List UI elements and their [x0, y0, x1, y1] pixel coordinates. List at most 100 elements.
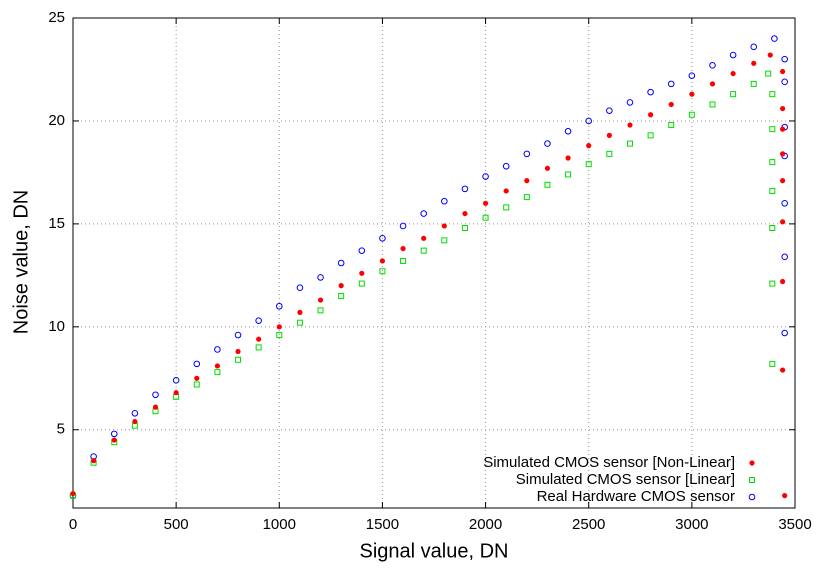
point: [70, 490, 76, 497]
point: [379, 258, 386, 264]
y-tick-label: 25: [48, 9, 65, 26]
point: [503, 204, 510, 211]
point: [765, 70, 772, 77]
x-tick-label: 3000: [675, 516, 708, 533]
x-tick-label: 1000: [263, 516, 296, 533]
point: [523, 194, 530, 201]
point: [482, 214, 489, 221]
point: [358, 280, 365, 287]
point: [750, 80, 757, 87]
point: [400, 257, 407, 264]
point: [420, 210, 427, 217]
point: [379, 268, 386, 275]
point: [359, 270, 365, 276]
legend-marker: [748, 493, 756, 501]
x-tick-label: 0: [69, 516, 77, 533]
point: [152, 404, 159, 410]
point: [379, 234, 386, 242]
legend-marker: [749, 477, 755, 483]
point: [782, 493, 788, 499]
point: [110, 430, 118, 438]
point: [668, 101, 674, 108]
point: [441, 237, 448, 244]
point: [132, 418, 138, 425]
point: [544, 181, 551, 188]
point: [276, 324, 282, 330]
point: [780, 219, 786, 225]
y-tick-label: 15: [48, 215, 65, 232]
x-tick-label: 1500: [366, 516, 399, 533]
point: [524, 178, 530, 184]
point: [781, 199, 788, 207]
point: [606, 150, 613, 157]
point: [565, 155, 571, 161]
y-axis-label: Noise value, DN: [10, 190, 32, 335]
x-tick-label: 2000: [469, 516, 502, 533]
point: [586, 143, 592, 149]
point: [193, 381, 200, 388]
point: [780, 178, 786, 184]
point: [482, 200, 489, 206]
point: [780, 278, 786, 285]
point: [214, 363, 220, 369]
legend-marker: [749, 460, 755, 466]
y-tick-label: 5: [57, 421, 65, 438]
point: [523, 150, 531, 158]
point: [338, 283, 344, 289]
point: [781, 55, 788, 63]
point: [769, 159, 776, 166]
point: [111, 437, 117, 443]
point: [781, 253, 788, 261]
point: [626, 99, 634, 106]
point: [235, 356, 242, 363]
point: [91, 458, 97, 464]
point: [606, 132, 612, 138]
point: [502, 162, 510, 170]
point: [730, 70, 736, 77]
x-tick-label: 3500: [778, 516, 811, 533]
point: [255, 344, 262, 351]
point: [585, 161, 592, 168]
point: [769, 360, 776, 367]
point: [780, 105, 786, 112]
point: [648, 112, 654, 118]
point: [399, 222, 407, 230]
plot-frame: [72, 17, 796, 509]
point: [461, 185, 469, 193]
point: [214, 369, 221, 376]
point: [194, 375, 200, 381]
point: [709, 101, 716, 108]
point: [780, 126, 786, 132]
point: [256, 336, 262, 342]
point: [544, 140, 551, 147]
point: [769, 225, 776, 231]
legend-label: Simulated CMOS sensor [Linear]: [516, 471, 735, 488]
point: [626, 140, 633, 147]
point: [172, 377, 180, 384]
x-axis-label: Signal value, DN: [360, 540, 509, 562]
point: [317, 307, 324, 314]
point: [729, 51, 737, 59]
point: [400, 245, 406, 252]
point: [780, 367, 786, 373]
point: [297, 309, 303, 316]
point: [131, 409, 139, 417]
point: [688, 111, 695, 118]
point: [358, 247, 366, 254]
point: [420, 247, 427, 254]
point: [751, 60, 757, 66]
point: [462, 210, 468, 217]
point: [781, 78, 788, 86]
point: [769, 91, 776, 98]
point: [689, 91, 695, 97]
point: [606, 107, 613, 114]
point: [769, 280, 776, 287]
point: [193, 360, 201, 368]
point: [780, 151, 786, 157]
point: [482, 173, 489, 180]
point: [564, 127, 572, 135]
point: [781, 329, 788, 337]
point: [585, 117, 593, 125]
point: [234, 331, 242, 339]
point: [255, 317, 262, 324]
